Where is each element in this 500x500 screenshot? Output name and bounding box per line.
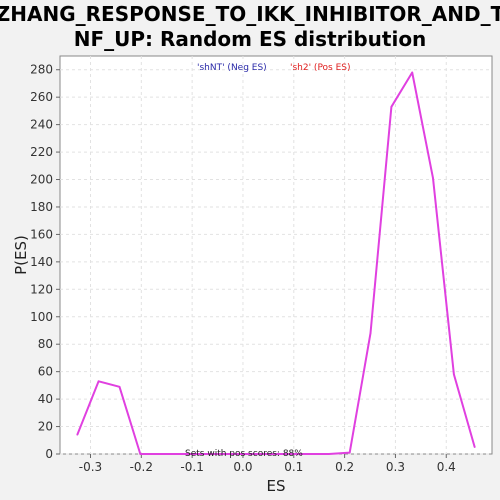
chart-title-line-2: NF_UP: Random ES distribution	[74, 27, 427, 51]
legend-item-neg: 'shNT' (Neg ES)	[197, 63, 267, 73]
x-tick-label: 0.3	[386, 460, 405, 474]
data-point	[202, 453, 205, 455]
y-tick-label: 40	[38, 392, 53, 406]
y-tick-label: 0	[45, 447, 53, 461]
data-point	[118, 385, 121, 388]
data-point	[286, 453, 288, 455]
series	[76, 71, 476, 455]
legend-item-pos: 'sh2' (Pos ES)	[290, 63, 351, 73]
data-point	[265, 453, 267, 455]
data-point	[328, 453, 330, 455]
x-axis-label: ES	[267, 477, 286, 495]
x-tick-label: 0.2	[335, 460, 354, 474]
data-point	[453, 373, 455, 376]
data-point	[160, 453, 163, 455]
y-tick-label: 160	[30, 227, 53, 241]
y-tick-label: 140	[30, 255, 53, 269]
x-tick-label: 0.1	[284, 460, 303, 474]
series-line	[76, 71, 476, 455]
data-point	[348, 451, 351, 454]
data-point	[369, 332, 372, 335]
x-tick-label: 0.0	[233, 460, 252, 474]
grid	[60, 56, 492, 455]
y-tick-label: 60	[38, 365, 53, 379]
y-tick-label: 20	[38, 420, 53, 434]
x-tick-label: -0.2	[130, 460, 153, 474]
y-tick-label: 280	[30, 63, 53, 77]
y-tick-label: 120	[30, 282, 53, 296]
data-point	[473, 446, 476, 448]
data-point	[223, 453, 225, 455]
y-tick-label: 180	[30, 200, 53, 214]
data-point	[76, 433, 79, 436]
y-tick-label: 200	[30, 173, 53, 187]
y-tick-label: 80	[38, 337, 53, 351]
y-axis-label: P(ES)	[12, 235, 30, 275]
x-tick-label: -0.3	[79, 460, 102, 474]
x-tick-label: -0.1	[180, 460, 203, 474]
data-point	[411, 71, 414, 74]
plot-area	[59, 55, 493, 455]
data-point	[139, 453, 142, 455]
y-tick-label: 220	[30, 145, 53, 159]
annotation-pos-scores: Sets with pos scores: 88%	[185, 449, 303, 459]
data-point	[244, 453, 246, 455]
y-tick-label: 260	[30, 90, 53, 104]
data-point	[432, 177, 434, 179]
x-tick-label: 0.4	[437, 460, 456, 474]
y-tick-label: 240	[30, 118, 53, 132]
data-point	[307, 453, 309, 455]
axes: -0.3 -0.2 -0.1 0.0 0.1 0.2 0.3 0.4 0 20 40 60 80 100 1…	[30, 63, 456, 474]
data-point	[97, 380, 100, 383]
data-point	[390, 105, 393, 108]
data-point	[181, 453, 184, 455]
y-tick-label: 100	[30, 310, 53, 324]
chart-title-line-1: ZHANG_RESPONSE_TO_IKK_INHIBITOR_AND_T	[0, 2, 500, 26]
